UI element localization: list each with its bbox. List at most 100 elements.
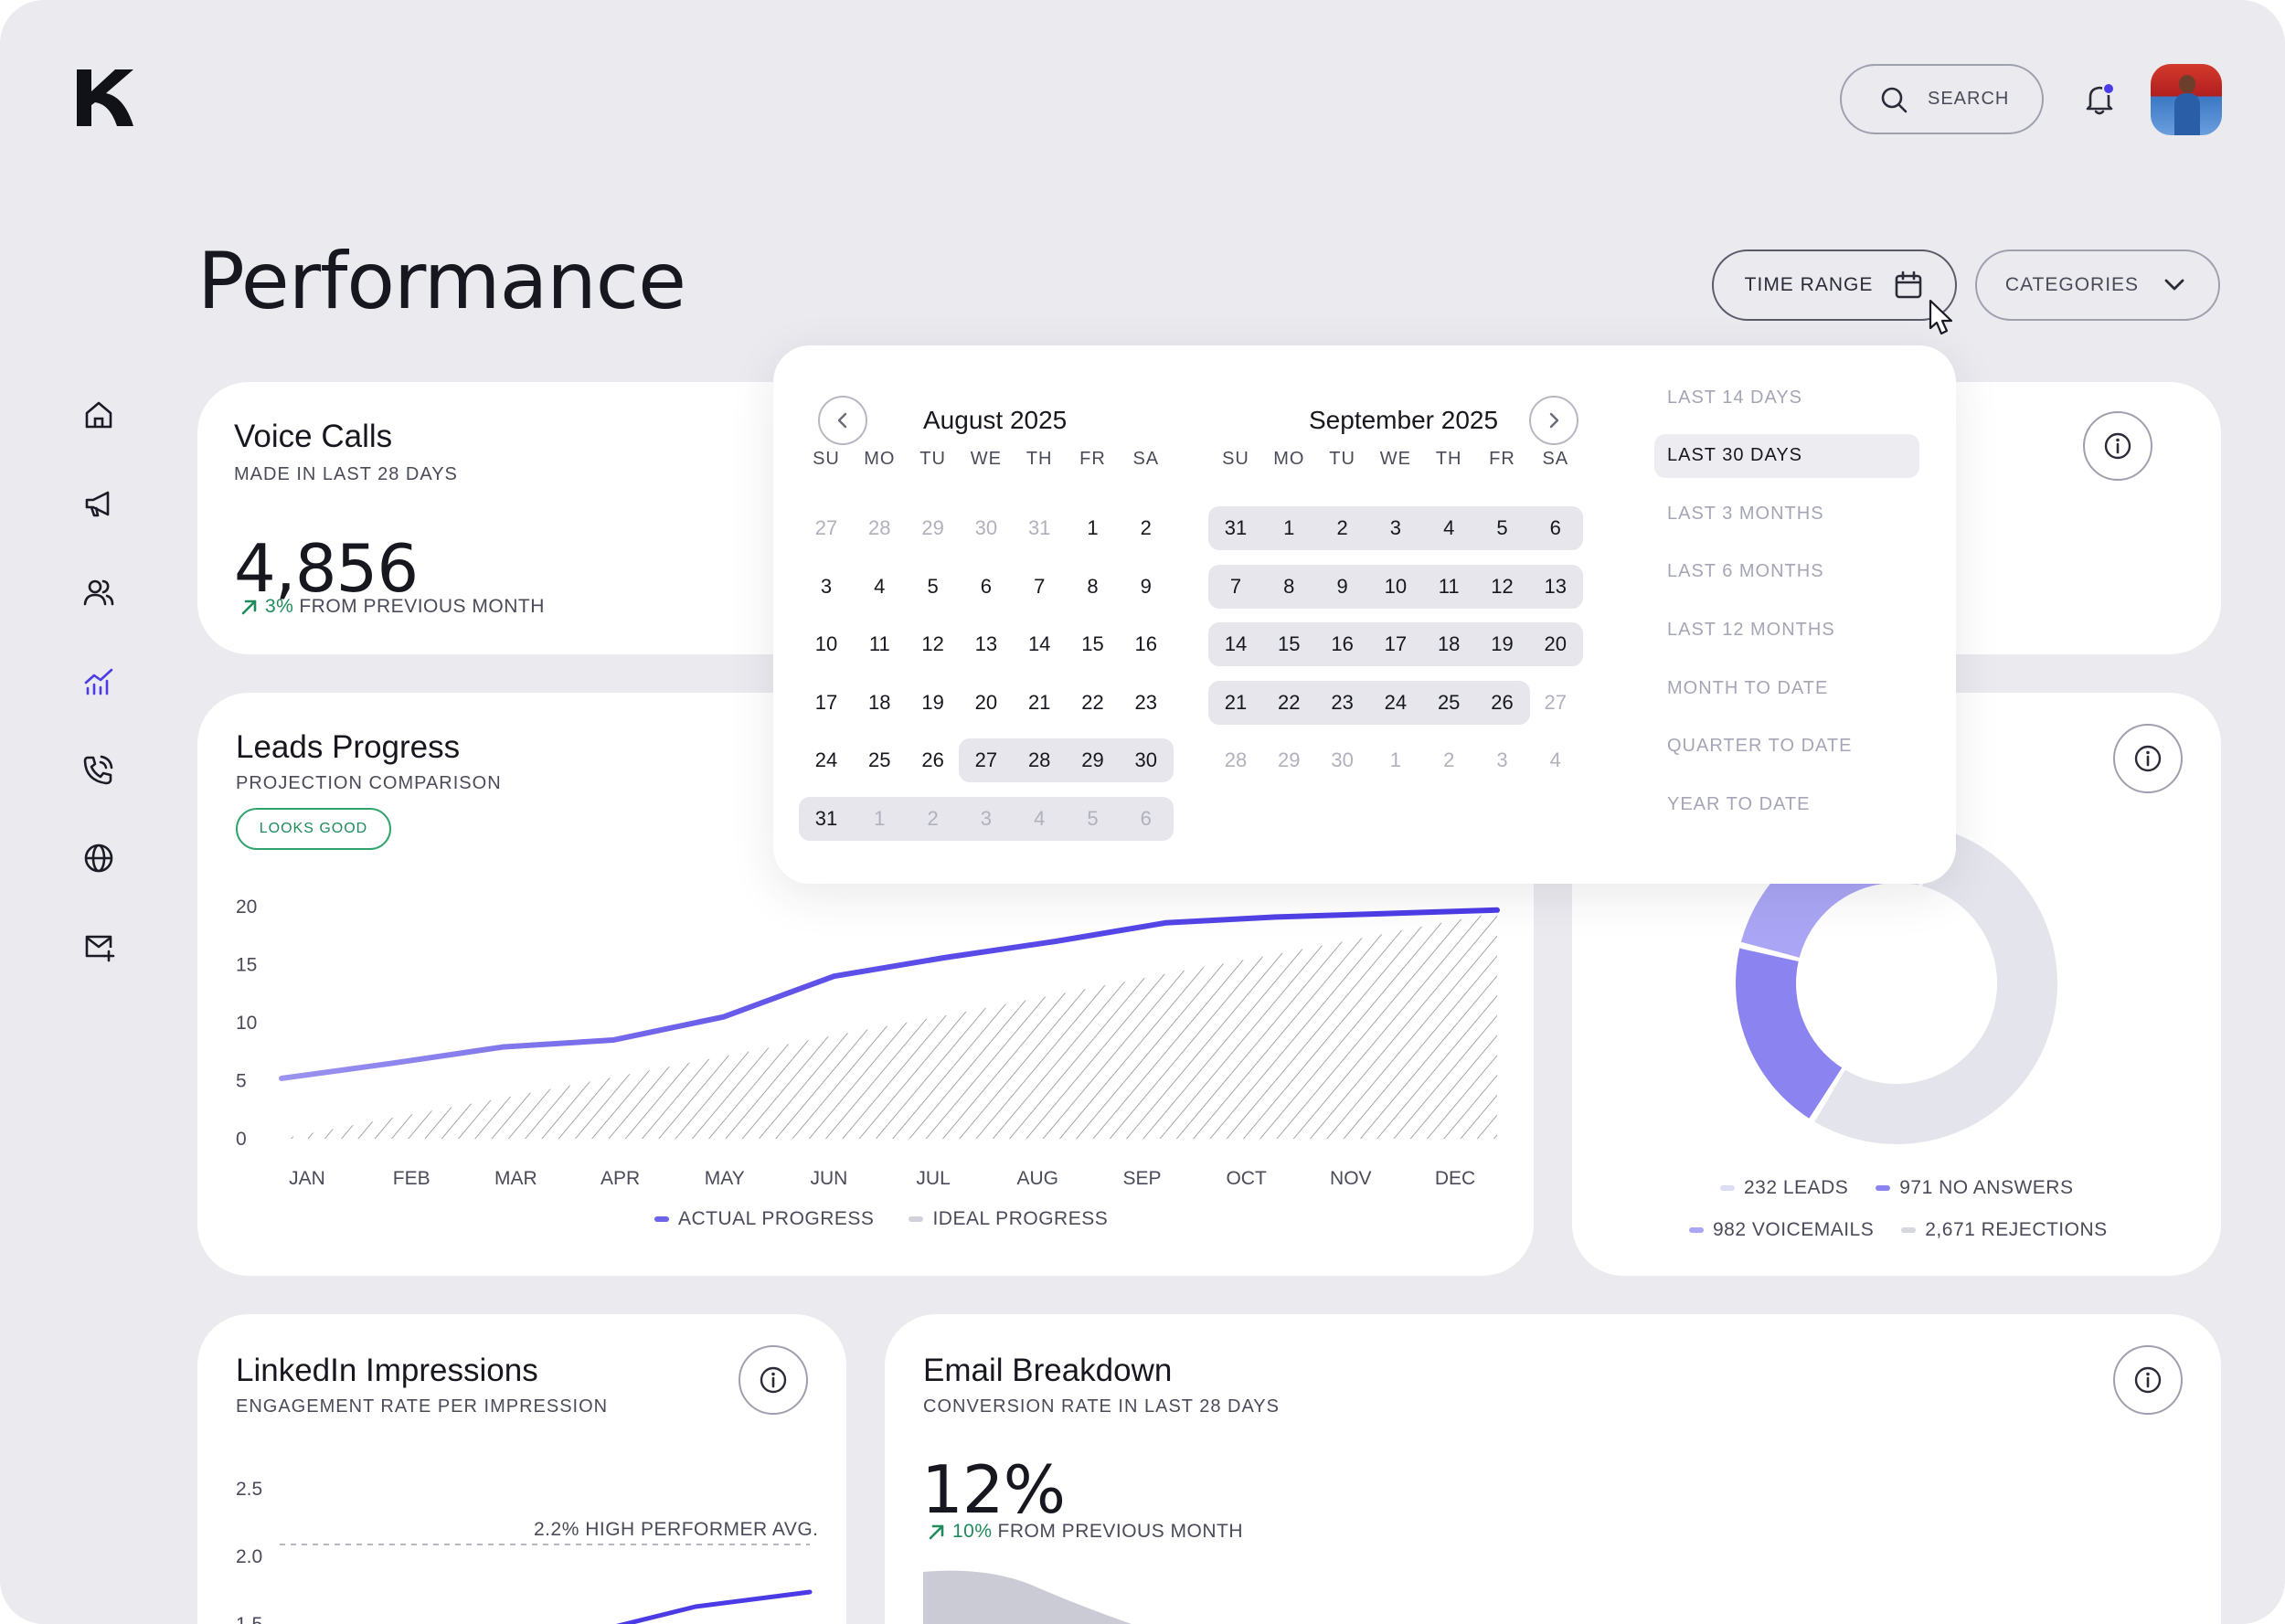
sidebar-item-home[interactable] bbox=[79, 395, 119, 435]
calendar-day[interactable]: 2 bbox=[1443, 748, 1455, 771]
calendar-day[interactable]: 20 bbox=[974, 690, 998, 714]
calendar-day[interactable]: 23 bbox=[1134, 690, 1158, 714]
calendar-day[interactable]: 27 bbox=[814, 516, 838, 539]
calendar-day[interactable]: 31 bbox=[814, 806, 838, 830]
calendar-day[interactable]: 15 bbox=[1081, 632, 1104, 655]
calendar-day[interactable]: 20 bbox=[1544, 632, 1568, 655]
calendar-day[interactable]: 28 bbox=[1027, 748, 1051, 771]
calendar-day[interactable]: 9 bbox=[1140, 574, 1152, 598]
calendar-day[interactable]: 2 bbox=[1140, 516, 1152, 539]
calendar-day[interactable]: 17 bbox=[1384, 632, 1408, 655]
preset-option[interactable]: MONTH TO DATE bbox=[1667, 677, 1829, 698]
next-month-button[interactable] bbox=[1529, 396, 1578, 445]
sidebar-item-calls[interactable] bbox=[79, 749, 119, 790]
bell-icon[interactable] bbox=[2081, 80, 2118, 117]
calendar-day[interactable]: 31 bbox=[1027, 516, 1051, 539]
calendar-day[interactable]: 2 bbox=[1336, 516, 1348, 539]
donut-slice-rejections[interactable] bbox=[1814, 827, 2057, 1144]
calendar-day[interactable]: 15 bbox=[1278, 632, 1301, 655]
calendar-day[interactable]: 5 bbox=[1087, 806, 1099, 830]
calendar-day[interactable]: 8 bbox=[1283, 574, 1295, 598]
calendar-day[interactable]: 16 bbox=[1134, 632, 1158, 655]
calendar-day[interactable]: 18 bbox=[1437, 632, 1461, 655]
donut-slice-no-answers[interactable] bbox=[1736, 948, 1843, 1119]
calendar-day[interactable]: 10 bbox=[1384, 574, 1408, 598]
calendar-day[interactable]: 25 bbox=[868, 748, 891, 771]
calendar-day[interactable]: 11 bbox=[868, 632, 890, 655]
calendar-day[interactable]: 12 bbox=[1491, 574, 1514, 598]
calendar-day[interactable]: 29 bbox=[921, 516, 944, 539]
calendar-day[interactable]: 4 bbox=[1549, 748, 1561, 771]
calendar-day[interactable]: 9 bbox=[1336, 574, 1348, 598]
calendar-day[interactable]: 13 bbox=[1544, 574, 1568, 598]
prev-month-button[interactable] bbox=[818, 396, 867, 445]
preset-option[interactable]: LAST 6 MONTHS bbox=[1667, 561, 1824, 582]
calendar-day[interactable]: 30 bbox=[974, 516, 998, 539]
calendar-day[interactable]: 27 bbox=[974, 748, 998, 771]
calendar-day[interactable]: 1 bbox=[1087, 516, 1099, 539]
preset-option[interactable]: LAST 3 MONTHS bbox=[1667, 503, 1824, 524]
sidebar-item-email[interactable] bbox=[79, 927, 119, 967]
calendar-day[interactable]: 26 bbox=[1491, 690, 1514, 714]
preset-option[interactable]: LAST 12 MONTHS bbox=[1667, 619, 1835, 640]
sidebar-item-performance[interactable] bbox=[79, 661, 119, 701]
calendar-day[interactable]: 28 bbox=[1224, 748, 1248, 771]
calendar-day[interactable]: 3 bbox=[820, 574, 833, 598]
calendar-day[interactable]: 6 bbox=[1140, 806, 1152, 830]
calendar-day[interactable]: 12 bbox=[921, 632, 944, 655]
calendar-day[interactable]: 6 bbox=[980, 574, 993, 598]
calendar-day[interactable]: 14 bbox=[1027, 632, 1051, 655]
calendar-day[interactable]: 1 bbox=[1389, 748, 1402, 771]
calendar-day[interactable]: 26 bbox=[921, 748, 944, 771]
calendar-day[interactable]: 14 bbox=[1224, 632, 1248, 655]
sidebar-item-web[interactable] bbox=[79, 838, 119, 878]
calendar-day[interactable]: 21 bbox=[1027, 690, 1051, 714]
calendar-day[interactable]: 30 bbox=[1134, 748, 1158, 771]
calendar-day[interactable]: 1 bbox=[874, 806, 886, 830]
calendar-day[interactable]: 21 bbox=[1224, 690, 1248, 714]
calendar-day[interactable]: 27 bbox=[1544, 690, 1568, 714]
calendar-day[interactable]: 3 bbox=[1389, 516, 1402, 539]
brand-logo[interactable] bbox=[73, 66, 137, 130]
calendar-day[interactable]: 10 bbox=[814, 632, 838, 655]
preset-option[interactable]: LAST 14 DAYS bbox=[1667, 387, 1802, 408]
calendar-day[interactable]: 7 bbox=[1229, 574, 1242, 598]
calendar-day[interactable]: 8 bbox=[1087, 574, 1099, 598]
calendar-day[interactable]: 22 bbox=[1081, 690, 1104, 714]
calendar-day[interactable]: 11 bbox=[1438, 574, 1460, 598]
sidebar-item-campaigns[interactable] bbox=[79, 483, 119, 524]
search-button[interactable]: SEARCH bbox=[1840, 64, 2044, 134]
calendar-day[interactable]: 3 bbox=[1496, 748, 1508, 771]
calendar-day[interactable]: 25 bbox=[1437, 690, 1461, 714]
calendar-day[interactable]: 18 bbox=[868, 690, 891, 714]
calendar-day[interactable]: 24 bbox=[814, 748, 838, 771]
calendar-day[interactable]: 4 bbox=[874, 574, 886, 598]
categories-dropdown[interactable]: CATEGORIES bbox=[1975, 249, 2220, 321]
preset-option[interactable]: QUARTER TO DATE bbox=[1667, 736, 1853, 757]
calendar-day[interactable]: 19 bbox=[1491, 632, 1514, 655]
calendar-day[interactable]: 24 bbox=[1384, 690, 1408, 714]
calendar-day[interactable]: 19 bbox=[921, 690, 944, 714]
calendar-day[interactable]: 1 bbox=[1283, 516, 1295, 539]
linkedin-info-button[interactable] bbox=[739, 1345, 808, 1415]
calendar-day[interactable]: 22 bbox=[1278, 690, 1301, 714]
calls-breakdown-info-button[interactable] bbox=[2113, 724, 2183, 793]
sidebar-item-contacts[interactable] bbox=[79, 572, 119, 612]
calendar-day[interactable]: 5 bbox=[927, 574, 939, 598]
calendar-day[interactable]: 29 bbox=[1278, 748, 1301, 771]
preset-option[interactable]: YEAR TO DATE bbox=[1667, 793, 1811, 814]
voice-calls-info-button[interactable] bbox=[2083, 411, 2152, 481]
calendar-day[interactable]: 7 bbox=[1034, 574, 1046, 598]
time-range-button[interactable]: TIME RANGE bbox=[1712, 249, 1957, 321]
preset-option[interactable]: LAST 30 DAYS bbox=[1654, 433, 1919, 478]
calendar-day[interactable]: 16 bbox=[1331, 632, 1354, 655]
calendar-day[interactable]: 29 bbox=[1081, 748, 1104, 771]
calendar-day[interactable]: 4 bbox=[1034, 806, 1046, 830]
calendar-day[interactable]: 31 bbox=[1224, 516, 1248, 539]
calendar-day[interactable]: 23 bbox=[1331, 690, 1354, 714]
calendar-day[interactable]: 5 bbox=[1496, 516, 1508, 539]
calendar-day[interactable]: 17 bbox=[814, 690, 838, 714]
email-info-button[interactable] bbox=[2113, 1345, 2183, 1415]
calendar-day[interactable]: 4 bbox=[1443, 516, 1455, 539]
calendar-day[interactable]: 6 bbox=[1549, 516, 1561, 539]
